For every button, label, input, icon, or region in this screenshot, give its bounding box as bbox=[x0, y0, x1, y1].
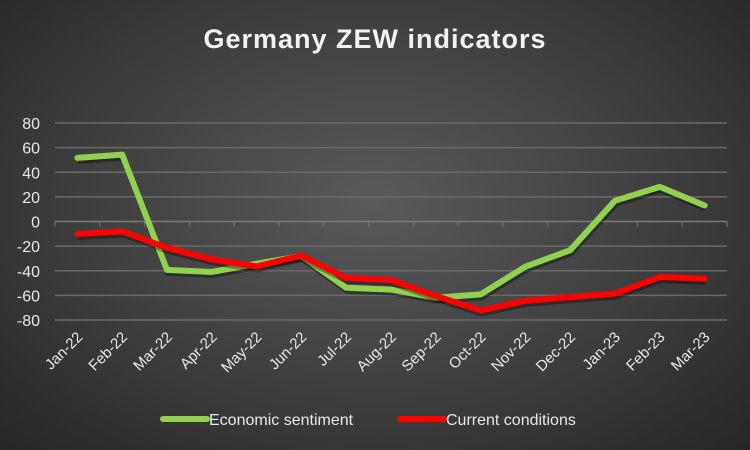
y-tick-label: 0 bbox=[31, 215, 40, 232]
chart-title: Germany ZEW indicators bbox=[203, 24, 546, 54]
y-tick-label: 20 bbox=[22, 190, 40, 207]
x-tick-label: Mar-23 bbox=[668, 329, 714, 375]
data-point bbox=[121, 154, 123, 156]
data-point bbox=[480, 293, 482, 295]
data-point bbox=[614, 200, 616, 202]
y-tick-label: -40 bbox=[17, 264, 40, 281]
data-point bbox=[435, 295, 437, 297]
data-point bbox=[121, 230, 123, 232]
x-tick-label: Mar-22 bbox=[130, 329, 176, 375]
data-point bbox=[345, 287, 347, 289]
x-tick-label: Feb-23 bbox=[623, 329, 669, 375]
data-point bbox=[166, 269, 168, 271]
data-point bbox=[76, 233, 78, 235]
x-tick-label: Nov-22 bbox=[488, 329, 534, 375]
y-tick-label: 40 bbox=[22, 165, 40, 182]
data-point bbox=[614, 293, 616, 295]
data-point bbox=[345, 277, 347, 279]
y-tick-label: 80 bbox=[22, 116, 40, 133]
y-tick-label: -20 bbox=[17, 239, 40, 256]
x-tick-label: Aug-22 bbox=[354, 329, 400, 375]
data-point bbox=[211, 271, 213, 273]
x-tick-label: Apr-22 bbox=[177, 329, 221, 373]
y-tick-label: 60 bbox=[22, 141, 40, 158]
x-tick-label: Jul-22 bbox=[314, 329, 355, 370]
data-point bbox=[390, 279, 392, 281]
data-point bbox=[300, 254, 302, 256]
legend-label: Economic sentiment bbox=[209, 412, 354, 429]
x-tick-label: Oct-22 bbox=[446, 329, 490, 373]
data-point bbox=[166, 247, 168, 249]
data-point bbox=[569, 296, 571, 298]
legend-label: Current conditions bbox=[446, 412, 576, 429]
data-point bbox=[76, 157, 78, 159]
data-point bbox=[256, 265, 258, 267]
x-tick-label: Jan-22 bbox=[42, 329, 86, 373]
data-point bbox=[524, 300, 526, 302]
series-line-0 bbox=[74, 151, 708, 301]
data-point bbox=[390, 289, 392, 291]
data-point bbox=[704, 204, 706, 206]
data-point bbox=[569, 249, 571, 251]
data-point bbox=[659, 186, 661, 188]
x-tick-label: Jan-23 bbox=[579, 329, 623, 373]
data-point bbox=[211, 258, 213, 260]
data-point bbox=[704, 278, 706, 280]
data-point bbox=[659, 276, 661, 278]
x-tick-label: Sep-22 bbox=[398, 329, 444, 375]
x-tick-label: May-22 bbox=[218, 329, 265, 376]
y-tick-label: -80 bbox=[17, 313, 40, 330]
x-tick-label: Dec-22 bbox=[533, 329, 579, 375]
data-point bbox=[524, 266, 526, 268]
x-tick-label: Feb-22 bbox=[85, 329, 131, 375]
y-tick-label: -60 bbox=[17, 288, 40, 305]
x-tick-label: Jun-22 bbox=[266, 329, 310, 373]
data-point bbox=[480, 309, 482, 311]
